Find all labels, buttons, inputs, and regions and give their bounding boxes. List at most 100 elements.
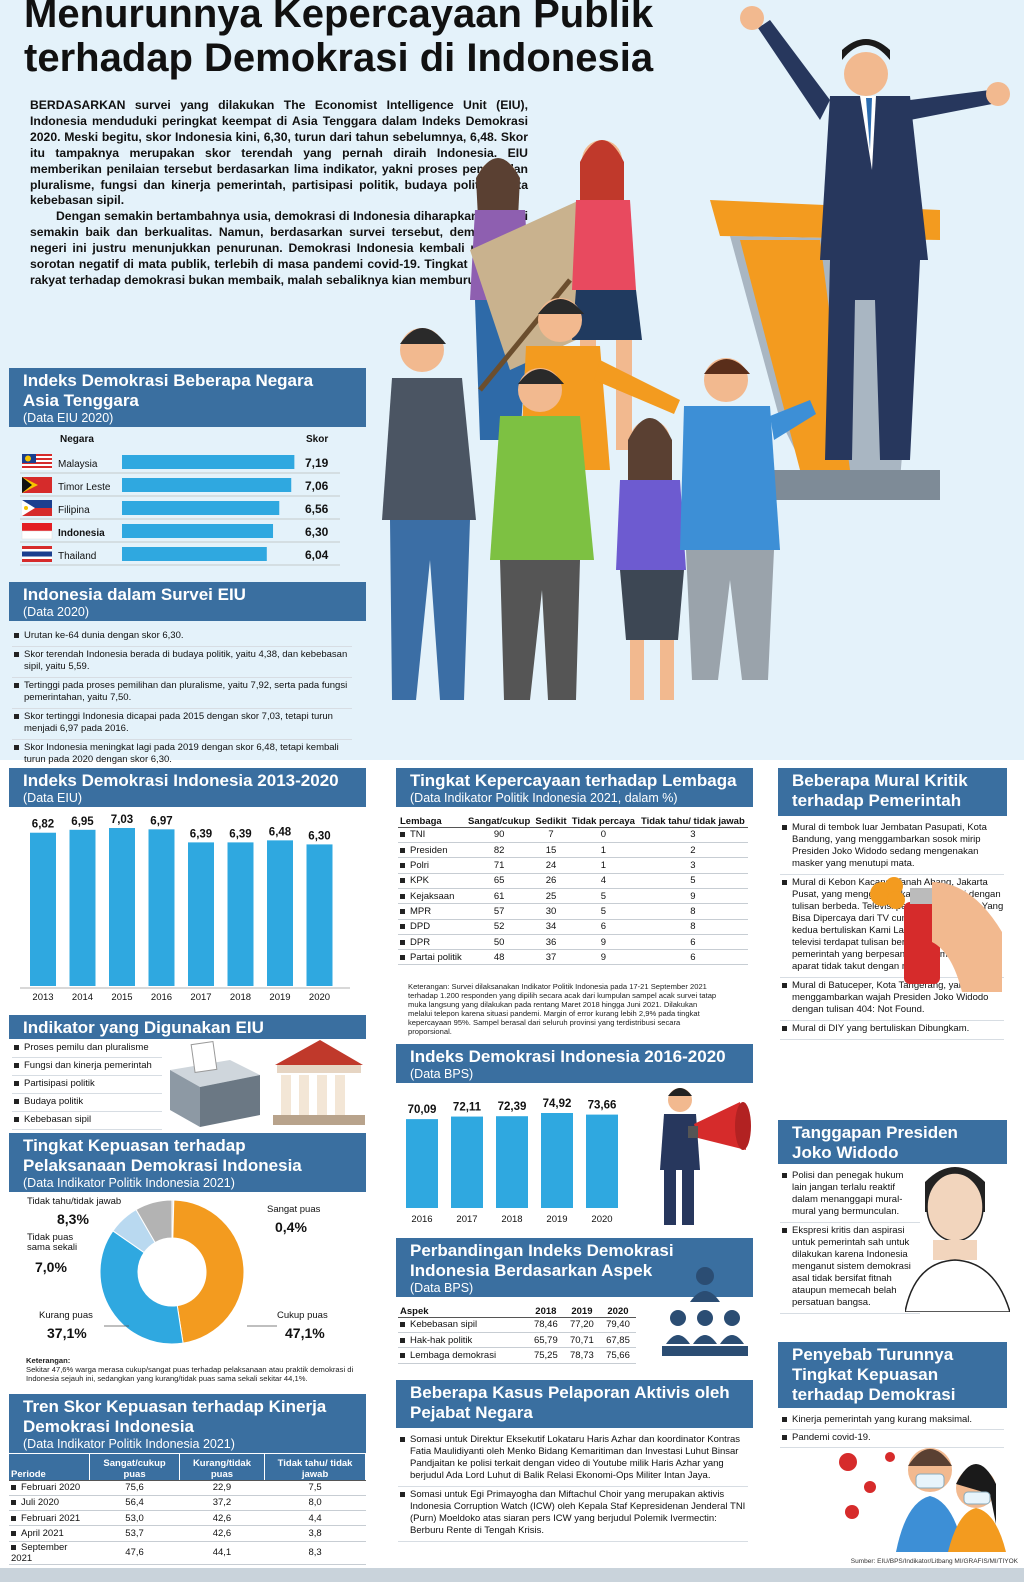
indicator-item: Kebebasan sipil — [12, 1112, 162, 1130]
title-line-1: Menurunnya Kepercayaan Publik — [24, 0, 654, 36]
trust-cell: 34 — [533, 919, 569, 935]
aspect-cell: 65,79 — [527, 1332, 564, 1349]
cases-list: Somasi untuk Direktur Eksekutif Lokataru… — [398, 1432, 748, 1542]
trust-cell: Kejaksaan — [398, 888, 466, 905]
cases-header: Beberapa Kasus Pelaporan Aktivis oleh Pe… — [396, 1380, 753, 1428]
bullet-square-icon — [11, 1500, 16, 1506]
protester-purple — [616, 418, 686, 700]
trust-cell: MPR — [398, 903, 466, 920]
year-label: 2018 — [230, 992, 251, 1003]
eiu-survey-list: Urutan ke-64 dunia dengan skor 6,30. Skor… — [12, 628, 352, 771]
bar-2017 — [188, 842, 214, 986]
trust-row: TNI 90 7 0 3 — [398, 827, 748, 844]
bullet-square-icon — [11, 1544, 16, 1550]
bar-2016 — [406, 1119, 438, 1208]
page-title: Menurunnya Kepercayaan Publik terhadap D… — [24, 0, 653, 80]
trust-cell: 9 — [568, 949, 638, 966]
trust-cell: 82 — [465, 842, 534, 859]
trend-cell: September 2021 — [9, 1541, 90, 1565]
cases-title: Beberapa Kasus Pelaporan Aktivis oleh Pe… — [410, 1383, 730, 1422]
country-label: Filipina — [58, 505, 90, 516]
satisfaction-note: Keterangan: Sekitar 47,6% warga merasa c… — [26, 1356, 356, 1383]
aspect-column-header: 2019 — [563, 1302, 600, 1318]
trend-column-header: Sangat/cukup puas — [89, 1454, 180, 1481]
eiu-trend-header: Indeks Demokrasi Indonesia 2013-2020 (Da… — [9, 768, 366, 807]
bar-2018 — [227, 842, 254, 986]
trust-cell: 50 — [465, 934, 534, 951]
spray-can-illustration — [870, 877, 1002, 992]
trend-row: September 2021 47,6 44,1 8,3 — [9, 1541, 366, 1565]
bullet-square-icon — [400, 939, 405, 945]
trust-cell: 6 — [568, 919, 638, 935]
aspect-cell: Hak-hak politik — [398, 1332, 528, 1349]
trust-cell: 6 — [637, 934, 748, 951]
trust-cell: 8 — [637, 919, 748, 935]
trust-column-header: Sangat/cukup — [465, 812, 534, 828]
trend-cell: 56,4 — [89, 1495, 180, 1512]
value-label: 8,3% — [57, 1211, 89, 1227]
trust-cell: 24 — [533, 857, 569, 874]
bullet-square-icon — [400, 832, 405, 838]
year-label: 2017 — [190, 992, 211, 1003]
year-label: 2016 — [411, 1214, 432, 1225]
value-label: 6,30 — [308, 830, 330, 842]
bar-2018 — [496, 1116, 528, 1208]
trust-cell: TNI — [398, 827, 466, 844]
value-label: 73,66 — [588, 1100, 617, 1112]
bar-2013 — [30, 832, 56, 986]
country-label: Malaysia — [58, 459, 98, 470]
trust-cell: DPR — [398, 934, 466, 951]
slice-kurang-puas — [99, 1230, 184, 1345]
country-label: Thailand — [58, 551, 96, 562]
timor-leste-flag-icon — [22, 477, 52, 493]
trust-subtitle: (Data Indikator Politik Indonesia 2021, … — [410, 791, 678, 805]
trust-cell: 8 — [637, 903, 748, 920]
trust-cell: 7 — [533, 827, 569, 844]
trust-cell: 5 — [568, 903, 638, 920]
trust-column-header: Tidak tahu/ tidak jawab — [637, 812, 748, 828]
year-label: 2013 — [32, 992, 53, 1003]
intro-paragraph-1: BERDASARKAN survei yang dilakukan The Ec… — [30, 98, 528, 208]
year-label: 2015 — [111, 992, 132, 1003]
bullet-square-icon — [11, 1515, 16, 1521]
trust-row: MPR 57 30 5 8 — [398, 903, 748, 920]
trend-cell: 7,5 — [264, 1480, 366, 1496]
president-header: Tanggapan Presiden Joko Widodo — [778, 1120, 1007, 1164]
president-list: Polisi dan penegak hukum lain jangan ter… — [780, 1168, 920, 1314]
value-label: 7,03 — [111, 814, 133, 826]
category-label: Cukup puas — [277, 1310, 328, 1321]
bullet-square-icon — [400, 863, 405, 869]
value-label: 37,1% — [47, 1325, 87, 1341]
trend-cell: 4,4 — [264, 1510, 366, 1527]
ballot-box-icon — [170, 1041, 260, 1127]
trust-column-header: Tidak percaya — [568, 812, 638, 828]
trend-cell: 22,9 — [179, 1480, 265, 1496]
eiu-trend-chart: 6,82 2013 6,95 2014 7,03 2015 6,97 2016 6,39 2017… — [20, 814, 350, 1003]
trust-cell: 36 — [533, 934, 569, 951]
category-label: Tidak tahu/tidak jawab — [27, 1196, 121, 1207]
malaysia-flag-icon — [22, 454, 52, 470]
mural-item: Mural di tembok luar Jembatan Pasupati, … — [780, 820, 1004, 875]
aspects-title: Perbandingan Indeks Demokrasi Indonesia … — [410, 1241, 674, 1280]
sea-index-title: Indeks Demokrasi Beberapa Negara Asia Te… — [23, 371, 314, 410]
aspect-cell: Lembaga demokrasi — [398, 1347, 528, 1364]
mural-item: Mural di DIY yang bertuliskan Dibungkam. — [780, 1021, 1004, 1040]
trend-cell: April 2021 — [9, 1525, 90, 1542]
murals-header: Beberapa Mural Kritik terhadap Pemerinta… — [778, 768, 1007, 816]
eiu-survey-subtitle: (Data 2020) — [23, 605, 90, 619]
trust-cell: 4 — [568, 873, 638, 889]
value-label: 6,95 — [71, 816, 94, 828]
trust-header-row: Lembaga Sangat/cukup Sedikit Tidak percaya T… — [398, 812, 748, 828]
eiu-survey-item: Urutan ke-64 dunia dengan skor 6,30. — [12, 628, 352, 647]
bullet-square-icon — [400, 1353, 405, 1359]
score-label: 6,56 — [305, 502, 329, 516]
value-label: 6,48 — [269, 826, 292, 838]
bottom-strip — [0, 1568, 1024, 1582]
trust-cell: 37 — [533, 949, 569, 966]
president-response-item: Ekspresi kritis dan aspirasi untuk pemer… — [780, 1223, 920, 1314]
value-label: 6,39 — [229, 828, 251, 840]
title-line-2: terhadap Demokrasi di Indonesia — [24, 36, 654, 80]
bps-subtitle: (Data BPS) — [410, 1067, 474, 1081]
protester-green — [490, 368, 594, 700]
trend-cell: 44,1 — [179, 1541, 265, 1565]
